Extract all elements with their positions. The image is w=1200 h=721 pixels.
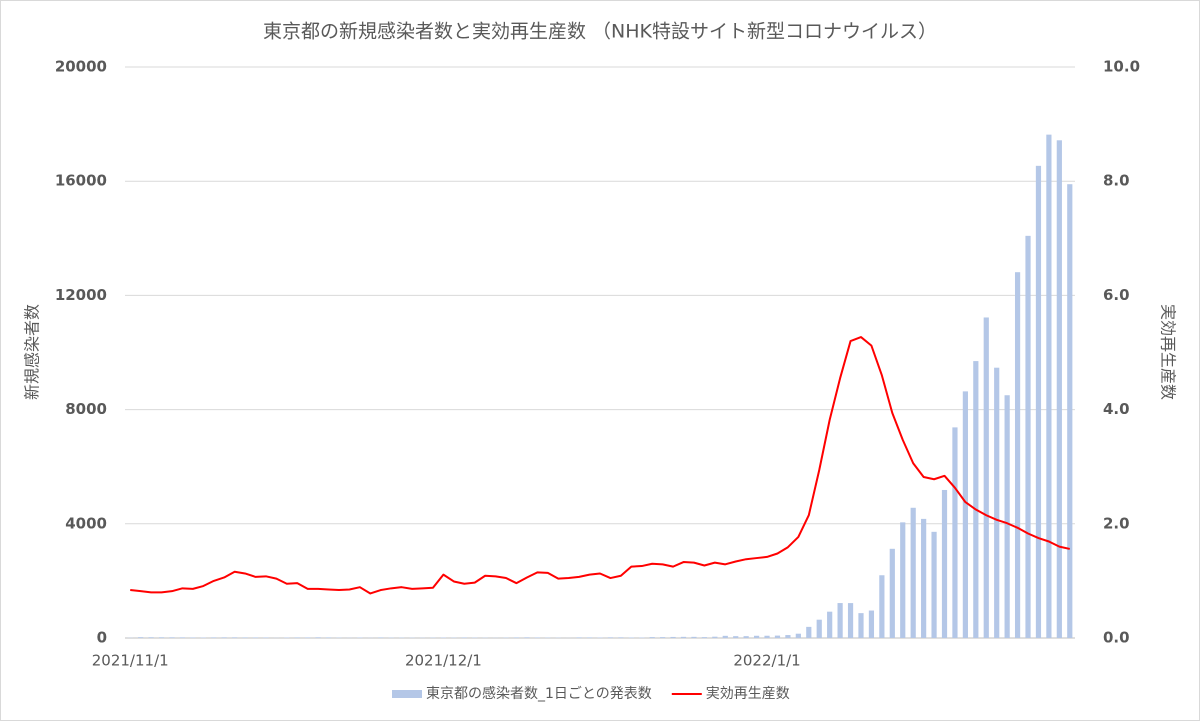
bar bbox=[461, 637, 467, 638]
legend-label: 東京都の感染者数_1日ごとの発表数 bbox=[426, 685, 652, 702]
bar bbox=[586, 637, 593, 638]
bar bbox=[680, 636, 687, 638]
bar bbox=[691, 636, 697, 638]
bar bbox=[722, 635, 728, 638]
bar bbox=[232, 637, 238, 638]
bar bbox=[1046, 134, 1052, 638]
y-tick-label: 8000 bbox=[65, 400, 107, 418]
bar bbox=[827, 611, 833, 638]
bar bbox=[764, 635, 770, 638]
chart-title: 東京都の新規感染者数と実効再生産数 （NHK特設サイト新型コロナウイルス） bbox=[263, 21, 937, 43]
bar bbox=[524, 637, 530, 638]
bar bbox=[242, 637, 248, 638]
bar bbox=[879, 575, 885, 638]
y2-tick-label: 8.0 bbox=[1103, 172, 1130, 190]
bar bbox=[1014, 272, 1021, 638]
bar bbox=[325, 637, 332, 638]
bar bbox=[806, 626, 812, 638]
y2-tick-label: 10.0 bbox=[1103, 58, 1140, 76]
bar bbox=[607, 637, 614, 638]
bar bbox=[753, 635, 760, 638]
bar bbox=[628, 637, 634, 638]
bar bbox=[670, 636, 676, 638]
legend-label: 実効再生産数 bbox=[706, 686, 790, 702]
bar bbox=[305, 637, 311, 638]
bar bbox=[221, 637, 227, 638]
y-tick-label: 12000 bbox=[55, 286, 107, 304]
bar bbox=[868, 610, 875, 638]
y-axis-title: 新規感染者数 bbox=[23, 304, 42, 400]
bar bbox=[858, 613, 864, 638]
bar bbox=[743, 636, 749, 638]
bar bbox=[785, 635, 791, 638]
bar bbox=[649, 637, 655, 638]
bar bbox=[921, 518, 927, 638]
bar bbox=[931, 531, 937, 638]
y2-tick-label: 6.0 bbox=[1103, 286, 1130, 304]
bar bbox=[816, 619, 822, 638]
y-tick-label: 0 bbox=[97, 629, 107, 647]
bar bbox=[1056, 140, 1062, 639]
y2-tick-label: 0.0 bbox=[1103, 629, 1130, 647]
bar bbox=[1067, 184, 1073, 638]
bar bbox=[148, 637, 154, 638]
bar bbox=[701, 637, 707, 638]
bar bbox=[774, 635, 781, 638]
x-tick-label: 2021/11/1 bbox=[92, 652, 169, 670]
line bbox=[130, 336, 1070, 595]
y2-tick-label: 2.0 bbox=[1103, 514, 1130, 532]
bar bbox=[190, 637, 196, 638]
bar bbox=[179, 637, 186, 638]
bar bbox=[994, 367, 1000, 638]
bar bbox=[294, 637, 300, 638]
bar bbox=[712, 636, 718, 638]
bar bbox=[576, 637, 582, 638]
bar bbox=[211, 637, 217, 638]
bar bbox=[847, 603, 854, 638]
bar bbox=[900, 522, 906, 638]
bar bbox=[169, 637, 175, 638]
y-tick-label: 4000 bbox=[65, 514, 107, 532]
y-tick-label: 20000 bbox=[55, 58, 107, 76]
bar bbox=[952, 427, 958, 638]
bar bbox=[962, 391, 968, 638]
x-tick-label: 2022/1/1 bbox=[733, 652, 800, 670]
y2-axis-title: 実効再生産数 bbox=[1159, 304, 1178, 400]
bar bbox=[252, 637, 259, 638]
bar bbox=[158, 637, 165, 638]
bar bbox=[941, 489, 948, 638]
bar bbox=[263, 637, 269, 638]
bar bbox=[733, 636, 739, 638]
y2-tick-label: 4.0 bbox=[1103, 400, 1130, 418]
bar bbox=[837, 603, 843, 638]
bar bbox=[1025, 235, 1031, 638]
bar bbox=[618, 637, 624, 638]
bar bbox=[513, 637, 520, 638]
x-tick-label: 2021/12/1 bbox=[405, 652, 482, 670]
bar bbox=[315, 637, 321, 638]
bar bbox=[889, 548, 895, 638]
bar bbox=[660, 637, 666, 638]
bar bbox=[1004, 395, 1010, 638]
bar bbox=[910, 507, 916, 638]
bar bbox=[534, 637, 540, 638]
bar bbox=[1035, 165, 1042, 639]
bar bbox=[138, 637, 144, 638]
bar bbox=[973, 361, 979, 638]
bar bbox=[378, 637, 384, 638]
bar bbox=[795, 633, 801, 638]
legend-swatch bbox=[392, 690, 422, 698]
bar bbox=[983, 317, 989, 638]
y-tick-label: 16000 bbox=[55, 172, 107, 190]
